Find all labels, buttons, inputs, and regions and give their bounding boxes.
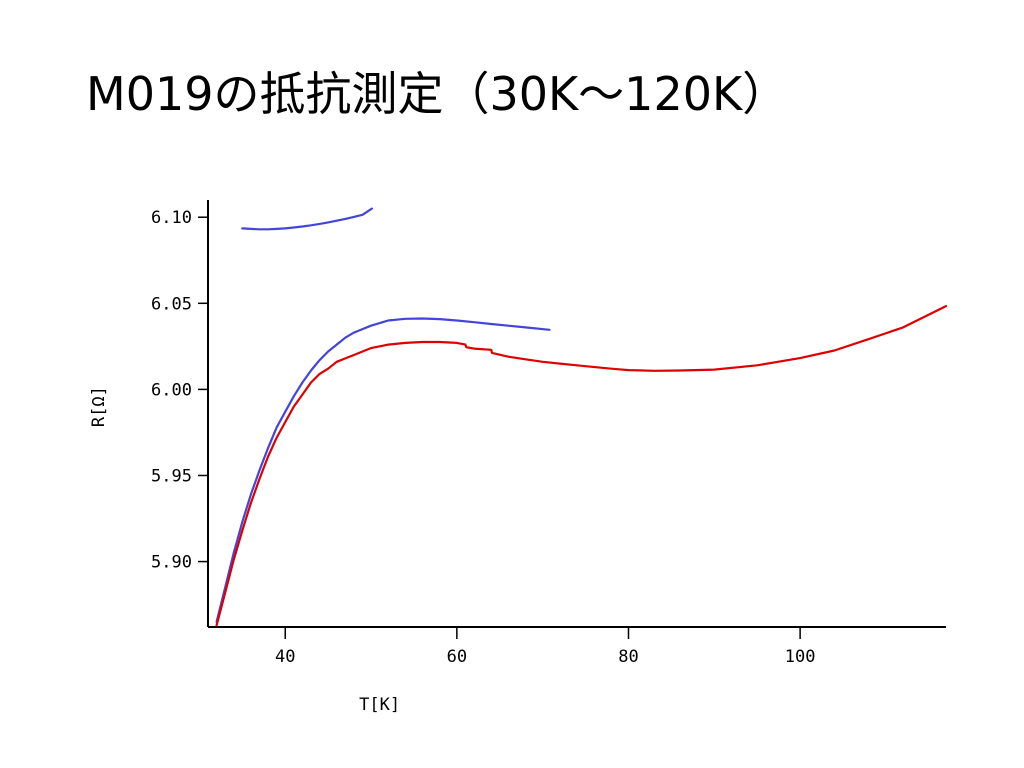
- series-line-2: [215, 317, 551, 623]
- x-tick-label: 40: [275, 647, 295, 667]
- y-tick-label: 5.90: [151, 553, 192, 573]
- x-axis-label: T[K]: [359, 695, 400, 715]
- x-tick-label: 60: [447, 647, 467, 667]
- y-tick-label: 6.00: [151, 380, 192, 400]
- series-layer: [215, 207, 948, 627]
- y-tick-label: 5.95: [151, 466, 192, 486]
- series-line-1: [241, 207, 373, 231]
- y-tick-label: 6.10: [151, 208, 192, 228]
- y-axis-label: R[Ω]: [89, 386, 109, 427]
- y-tick-label: 6.05: [151, 294, 192, 314]
- x-tick-label: 100: [785, 647, 816, 667]
- slide-title: M019の抵抗測定（30K～120K）: [86, 67, 789, 121]
- y-axis-ticks: 5.90 5.95 6.00 6.05 6.10: [151, 208, 208, 573]
- x-tick-label: 80: [618, 647, 638, 667]
- series-line-3: [215, 305, 948, 627]
- x-axis-ticks: 40 60 80 100: [275, 627, 815, 667]
